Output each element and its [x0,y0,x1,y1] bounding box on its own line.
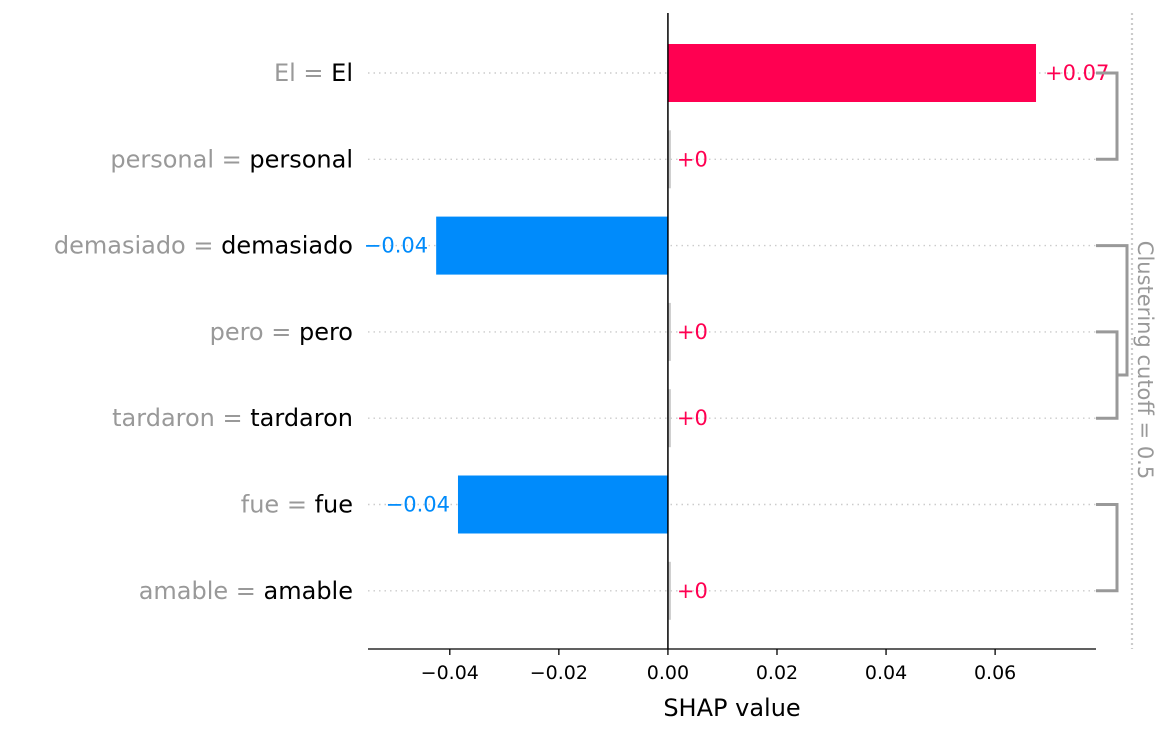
feature-name: demasiado = [54,232,221,260]
dendrogram-link [1096,503,1119,593]
feature-name: amable = [139,577,264,605]
bar-zero [667,389,671,448]
dendrogram-link [1096,330,1119,420]
value-label: −0.04 [386,493,450,517]
dendrogram-link [1096,244,1129,377]
feature-label: demasiado = demasiado [54,232,353,260]
feature-labels: El = El personal = personal demasiado = de… [54,59,353,605]
bars [436,44,1037,534]
feature-label: amable = amable [139,577,353,605]
bar-zero [667,302,671,361]
feature-name: El = [274,59,331,87]
feature-name: tardaron = [112,404,250,432]
feature-value: amable [264,577,353,605]
x-tick-label: 0.02 [756,662,798,684]
bar [667,44,1037,102]
feature-name: fue = [241,491,315,519]
feature-value: fue [315,491,353,519]
bar-zero [667,561,671,620]
bar [457,475,668,534]
feature-label: El = El [274,59,353,87]
feature-value: personal [249,145,353,173]
zero-bars [667,130,671,620]
x-axis: −0.04 −0.02 0.00 0.02 0.04 0.06 [368,648,1096,684]
clustering-dendrogram [1096,71,1129,593]
feature-value: tardaron [250,404,353,432]
value-label: −0.04 [364,234,428,258]
x-tick-label: 0.00 [647,662,689,684]
feature-value: demasiado [221,232,353,260]
bar-zero [667,130,671,189]
clustering-cutoff-label: Clustering cutoff = 0.5 [1133,241,1157,479]
feature-label: personal = personal [110,145,353,173]
dendrogram-link [1096,71,1119,161]
row-dotted-lines [368,72,1096,592]
value-label: +0 [677,147,708,171]
feature-label: tardaron = tardaron [112,404,353,432]
value-labels: +0.07+0−0.04+0+0−0.04+0 [364,61,1110,603]
feature-value: El [331,59,353,87]
feature-name: pero = [210,318,299,346]
feature-value: pero [299,318,353,346]
value-label: +0 [677,579,708,603]
x-tick-label: 0.04 [865,662,907,684]
feature-label: pero = pero [210,318,353,346]
feature-name: personal = [110,145,249,173]
value-label: +0 [677,320,708,344]
x-tick-label: −0.04 [421,662,479,684]
x-tick-label: −0.02 [530,662,588,684]
x-axis-title: SHAP value [663,694,800,722]
value-label: +0 [677,406,708,430]
x-tick-label: 0.06 [974,662,1016,684]
bar [436,216,668,275]
feature-label: fue = fue [241,491,353,519]
